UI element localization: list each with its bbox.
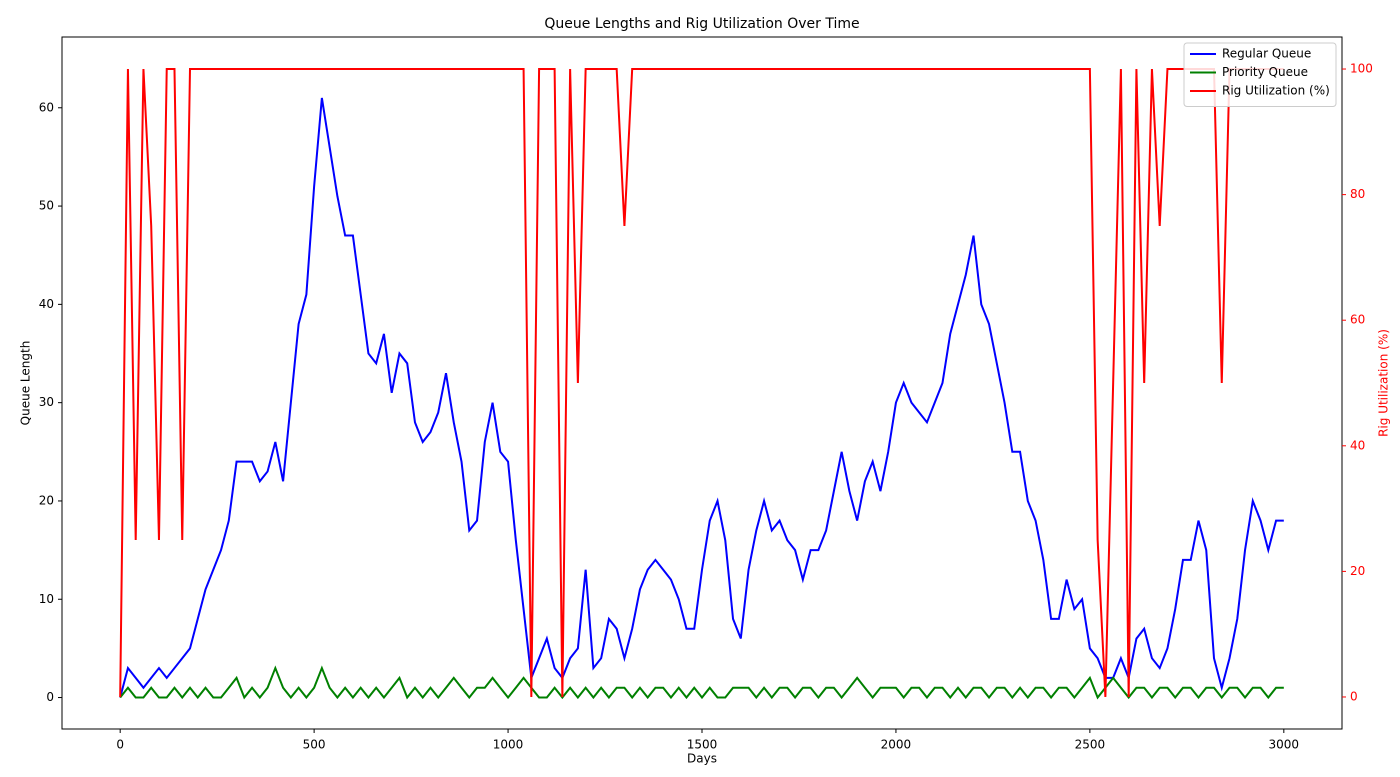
y2-tick-label: 40 xyxy=(1350,438,1365,452)
y2-tick-label: 100 xyxy=(1350,62,1373,76)
line-series xyxy=(119,68,1284,698)
chart-title: Queue Lengths and Rig Utilization Over T… xyxy=(544,16,859,32)
y-tick-label: 40 xyxy=(39,297,54,311)
y-tick-label: 60 xyxy=(39,100,54,114)
x-tick-label: 1500 xyxy=(687,738,718,752)
x-tick-label: 500 xyxy=(303,738,326,752)
y-tick-label: 50 xyxy=(39,199,54,213)
y-tick-label: 0 xyxy=(46,690,54,704)
y-tick-label: 30 xyxy=(39,395,54,409)
legend-label: Priority Queue xyxy=(1222,65,1308,79)
x-tick-label: 2500 xyxy=(1075,738,1106,752)
x-tick-label: 1000 xyxy=(493,738,524,752)
y-axis-label: Queue Length xyxy=(19,341,33,426)
y2-axis-label: Rig Utilization (%) xyxy=(1377,329,1391,437)
x-tick-label: 3000 xyxy=(1269,738,1300,752)
x-tick-label: 2000 xyxy=(881,738,912,752)
y-tick-label: 20 xyxy=(39,493,54,507)
line-series xyxy=(119,97,1284,698)
y2-tick-label: 20 xyxy=(1350,564,1365,578)
legend-box xyxy=(1183,42,1337,107)
legend-label: Rig Utilization (%) xyxy=(1222,84,1330,98)
line-series xyxy=(119,665,1284,700)
x-tick-label: 0 xyxy=(116,738,124,752)
y2-tick-label: 0 xyxy=(1350,689,1358,703)
y2-tick-label: 80 xyxy=(1350,187,1365,201)
x-axis-label: Days xyxy=(687,752,717,766)
y-tick-label: 10 xyxy=(39,592,54,606)
legend-label: Regular Queue xyxy=(1222,47,1311,61)
y2-tick-label: 60 xyxy=(1350,313,1365,327)
